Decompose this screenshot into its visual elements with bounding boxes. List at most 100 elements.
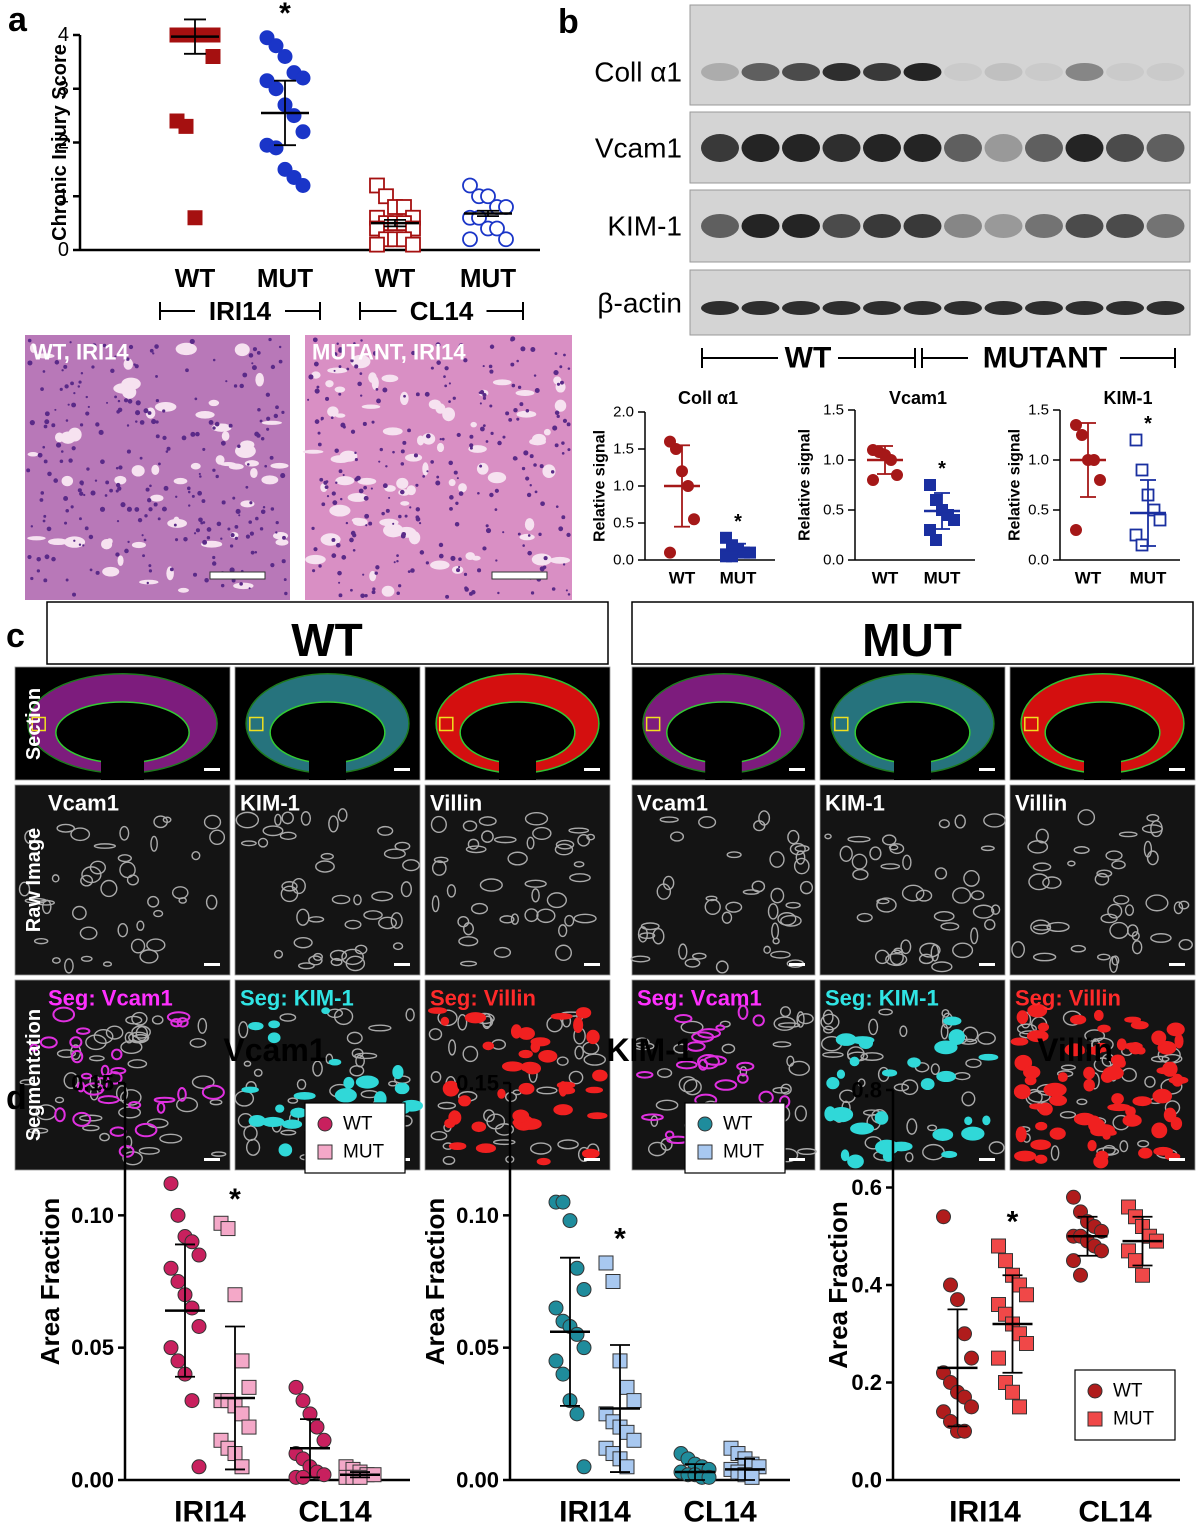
data-point [196, 27, 212, 43]
segmented-tubule [268, 1020, 281, 1029]
tubule [1059, 1111, 1077, 1119]
nucleus [561, 515, 566, 520]
nucleus [37, 452, 43, 458]
tissue-lumen [302, 449, 324, 454]
tubule [634, 1037, 650, 1048]
nucleus [83, 493, 86, 497]
nucleus [235, 508, 241, 514]
tubule [532, 826, 552, 840]
nucleus [161, 506, 167, 512]
nucleus [333, 369, 336, 372]
image-label: Seg: Villin [1015, 986, 1121, 1011]
data-point [268, 38, 284, 54]
nucleus [340, 497, 343, 501]
tubule [1042, 876, 1062, 889]
nucleus [308, 374, 314, 380]
nucleus [143, 538, 147, 542]
tubule [100, 879, 118, 898]
tubule [893, 1083, 910, 1092]
tissue-lumen [531, 553, 552, 566]
nucleus [135, 410, 141, 416]
nucleus [314, 419, 320, 424]
nucleus [350, 588, 353, 592]
nucleus [91, 365, 95, 369]
nucleus [260, 437, 265, 441]
nucleus [90, 490, 96, 496]
nucleus [51, 423, 56, 428]
tissue-lumen [68, 427, 82, 442]
nucleus [239, 582, 243, 586]
tubule [135, 1025, 149, 1042]
scale-bar [789, 768, 805, 771]
nucleus [445, 594, 450, 599]
nucleus [54, 408, 57, 411]
tissue-lumen [177, 587, 189, 593]
tissue-lumen [220, 462, 237, 467]
data-point [170, 1353, 186, 1369]
nucleus [307, 398, 310, 401]
tubule [368, 1024, 392, 1032]
nucleus [36, 569, 41, 573]
data-point [867, 474, 879, 486]
nucleus [166, 446, 171, 451]
segmented-tubule [72, 1111, 92, 1127]
tissue-lumen [275, 539, 289, 546]
nucleus [92, 343, 97, 348]
nucleus [195, 528, 200, 533]
histology-image [305, 335, 572, 600]
image-label: Seg: KIM-1 [825, 986, 939, 1011]
nucleus [551, 587, 556, 591]
tubule [705, 895, 718, 902]
tubule [153, 909, 164, 918]
blot-band [822, 134, 861, 162]
nucleus [477, 568, 482, 573]
data-point [220, 1221, 236, 1237]
nucleus [270, 507, 275, 511]
x-tick-label: CL14 [298, 1496, 372, 1529]
tubule [669, 831, 685, 842]
data-point [277, 49, 293, 64]
y-tick-label: 1.5 [613, 441, 634, 458]
nucleus [497, 591, 500, 595]
blot-band [1106, 134, 1144, 162]
nucleus [363, 495, 369, 501]
nucleus [82, 544, 85, 547]
nucleus [242, 372, 248, 378]
tubule [430, 1130, 448, 1141]
segmented-tubule [1064, 1043, 1085, 1057]
tubule [363, 910, 383, 920]
tubule [822, 1009, 834, 1025]
nucleus [189, 338, 195, 345]
nucleus [517, 532, 521, 536]
tubule [900, 939, 912, 955]
data-point [619, 1379, 635, 1395]
nucleus [126, 424, 130, 427]
tissue-lumen [519, 533, 535, 541]
blot-band [741, 214, 780, 238]
nucleus [458, 343, 464, 349]
tissue-lumen [468, 445, 487, 453]
tubule [972, 904, 995, 919]
tubule [799, 880, 814, 895]
tissue-lumen [368, 372, 377, 384]
nucleus [134, 507, 140, 512]
nucleus [147, 498, 152, 503]
nucleus [360, 593, 365, 599]
tubule [437, 1009, 458, 1027]
nucleus [127, 540, 130, 544]
legend-label: WT [1113, 1381, 1143, 1402]
segmented-tubule [1151, 1030, 1167, 1046]
tubule [919, 942, 941, 958]
segmented-tubule [106, 1071, 123, 1085]
nucleus [554, 410, 560, 416]
blot-band [741, 134, 780, 162]
tubule [772, 937, 780, 945]
column-title: WT [291, 614, 363, 666]
tubule [794, 844, 810, 853]
micrograph [1009, 784, 1196, 976]
nucleus [313, 361, 319, 367]
tubule [1077, 809, 1096, 826]
data-point [205, 49, 221, 64]
x-tick-label: MUT [460, 263, 516, 293]
tissue-lumen [361, 404, 381, 409]
